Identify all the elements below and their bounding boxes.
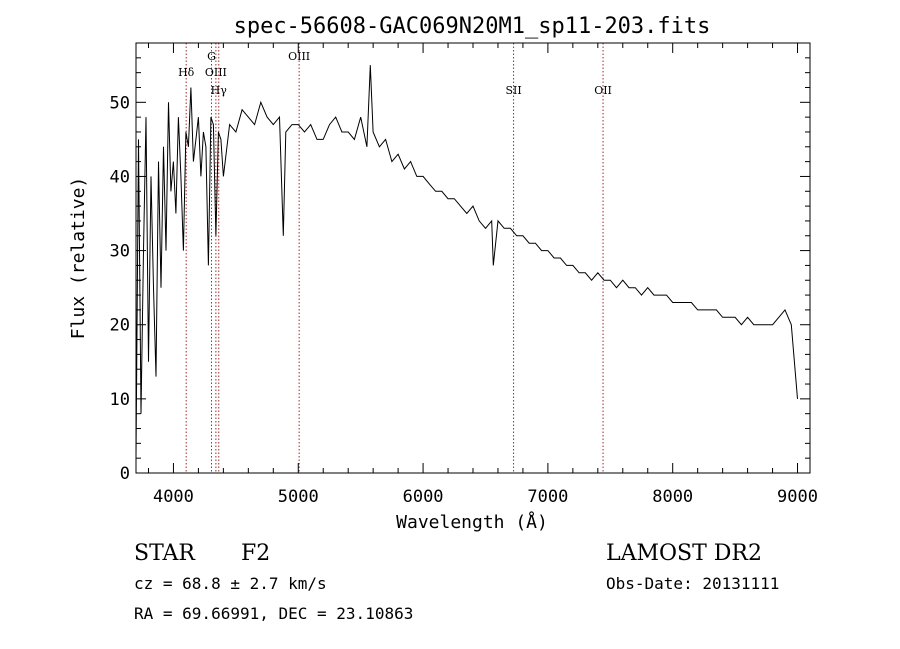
y-tick-label: 20	[110, 316, 130, 336]
x-tick-label: 9000	[777, 487, 818, 507]
y-axis-label: Flux (relative)	[68, 177, 89, 340]
spectral-line-label: G	[207, 50, 216, 63]
y-tick-label: 30	[110, 242, 130, 262]
ra-dec-coordinates: RA = 69.66991, DEC = 23.10863	[134, 604, 413, 623]
spectral-line-label: OIII	[288, 50, 310, 63]
object-class: STAR	[134, 541, 196, 566]
spectral-line-label: SII	[505, 84, 521, 97]
x-tick-label: 4000	[153, 487, 194, 507]
x-axis-label: Wavelength (Å)	[396, 511, 548, 533]
x-tick-label: 5000	[278, 487, 319, 507]
spectral-line-label: OIII	[205, 66, 227, 79]
x-tick-label: 6000	[403, 487, 444, 507]
y-tick-label: 40	[110, 167, 130, 187]
observation-date: Obs-Date: 20131111	[606, 574, 779, 593]
spectrum-series-line	[135, 65, 798, 459]
spectral-line-label: OII	[594, 84, 612, 97]
chart-title: spec-56608-GAC069N20M1_sp11-203.fits	[234, 14, 711, 39]
y-axis-ticks: 0 10 20 30 40 50	[110, 57, 810, 484]
x-axis-ticks: 4000 5000 6000 7000 8000 9000	[147, 43, 818, 507]
spectral-line-label: Hγ	[211, 84, 228, 97]
redshift-cz: cz = 68.8 ± 2.7 km/s	[134, 574, 327, 593]
survey-name: LAMOST DR2	[606, 541, 762, 566]
spectral-line-markers: Hδ G OIII Hγ OIII SII OII	[178, 43, 612, 473]
y-tick-label: 0	[120, 464, 130, 484]
plot-frame	[135, 42, 811, 474]
spectral-subclass: F2	[241, 541, 270, 566]
spectral-line-label: Hδ	[178, 66, 195, 79]
y-tick-label: 10	[110, 390, 130, 410]
y-tick-label: 50	[110, 93, 130, 113]
x-tick-label: 7000	[527, 487, 568, 507]
x-tick-label: 8000	[652, 487, 693, 507]
